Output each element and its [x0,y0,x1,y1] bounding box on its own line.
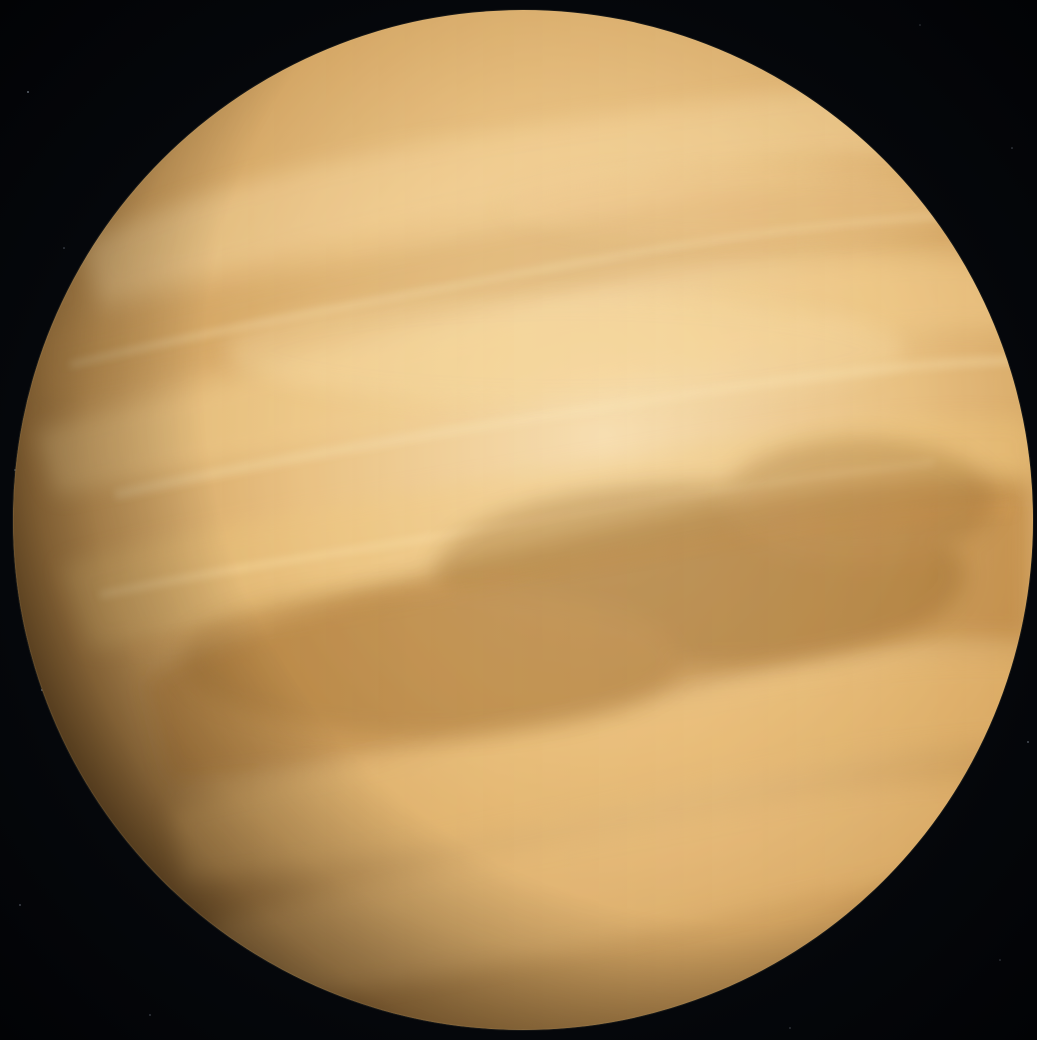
starfield [14,24,1029,1029]
space-scene [0,0,1037,1040]
venus-planet [12,9,1034,1031]
